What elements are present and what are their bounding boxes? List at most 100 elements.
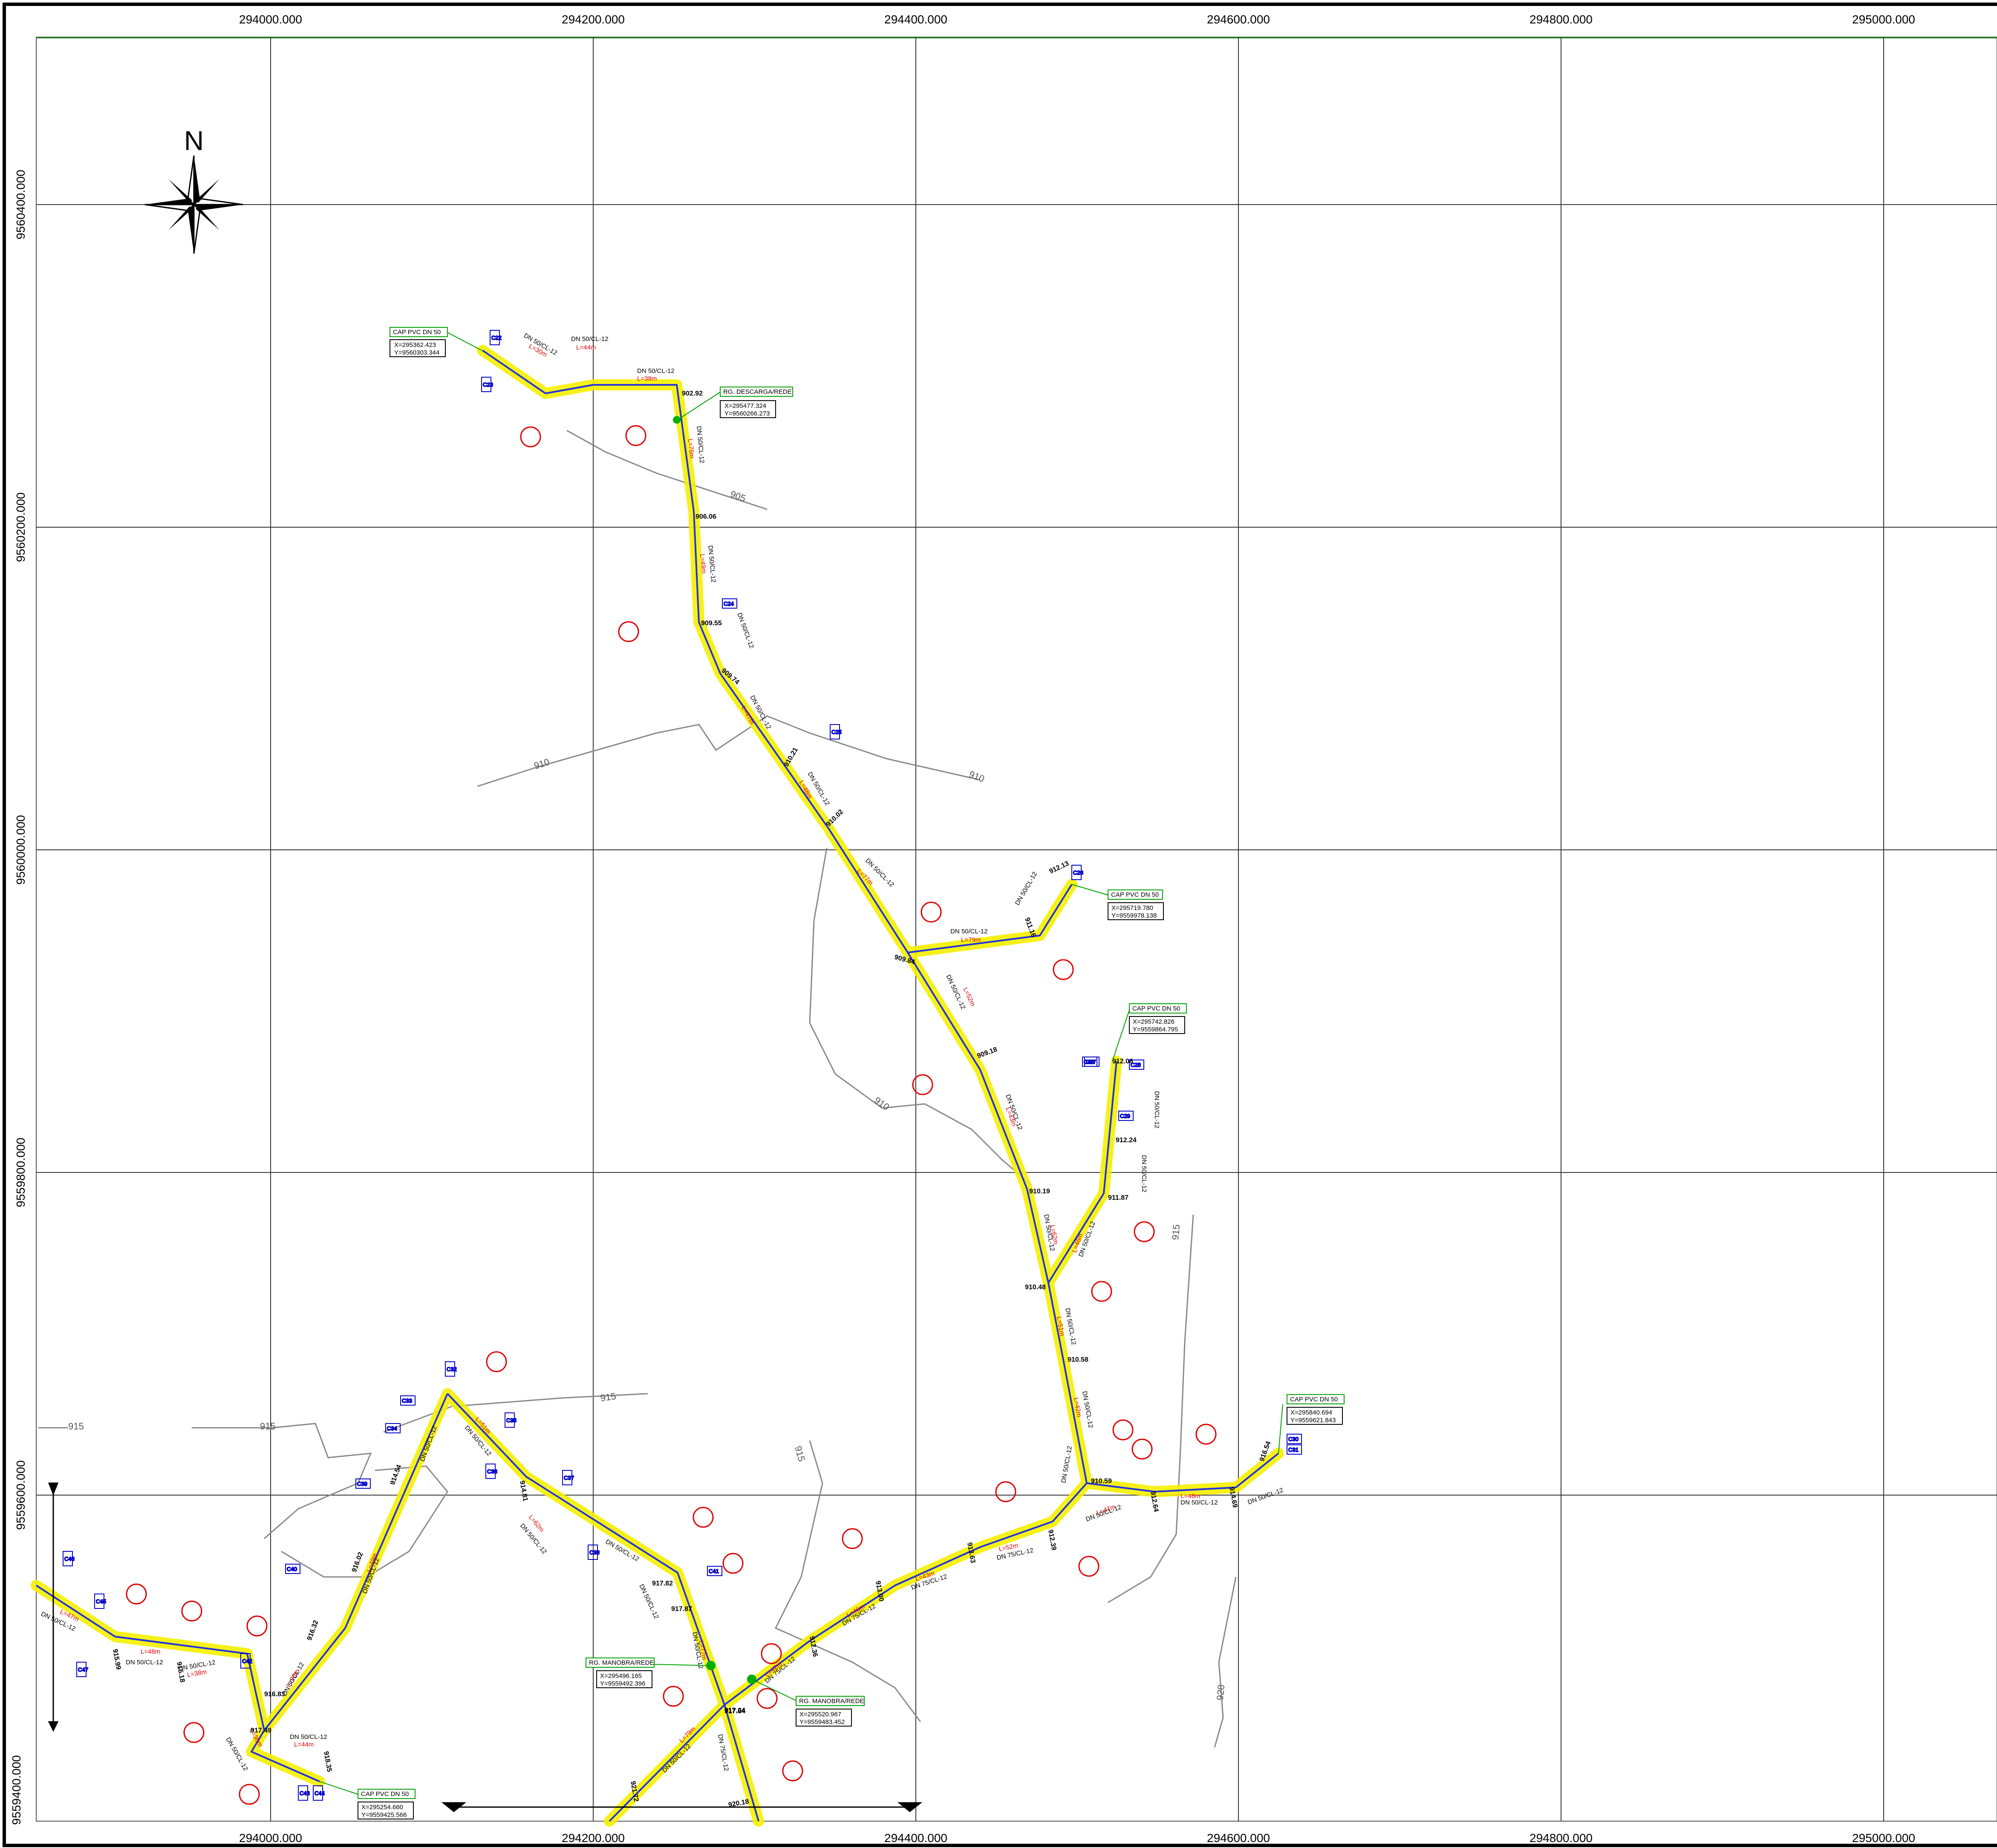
hydrant-icon — [722, 1553, 744, 1574]
section-line — [48, 1482, 923, 1812]
annotation-title: CAP PVC DN 50 — [1132, 1005, 1180, 1012]
annotation-title: RG. MANOBRA/REDE — [589, 1659, 654, 1666]
x-label: 294000.000 — [239, 1831, 302, 1845]
hydrant-icon — [842, 1528, 863, 1549]
y-label: 9560000.000 — [14, 815, 27, 885]
svg-text:C28: C28 — [1131, 1062, 1141, 1068]
contour-label: 920 — [1215, 1684, 1226, 1701]
node-elevation: 916.32 — [306, 1619, 320, 1641]
node-tag: C43 — [298, 1785, 310, 1801]
annotation-y: Y=9559492.396 — [600, 1680, 645, 1687]
svg-text:C39: C39 — [357, 1481, 367, 1487]
pipe-spec: DN 50/CL-12 — [1180, 1499, 1218, 1506]
y-label: 9559600.000 — [14, 1460, 27, 1530]
annotation-box: RG. DESCARGA/REDE X=295477.324 Y=9560266… — [677, 387, 793, 420]
contour-label: 910 — [872, 1095, 891, 1113]
pipe-spec: DN 50/CL-12 — [126, 1659, 163, 1666]
annotation-box: CAP PVC DN 50 X=295742.826 Y=9559864.795 — [1112, 1003, 1187, 1062]
svg-text:C45: C45 — [96, 1598, 106, 1605]
node-tag: C32 — [445, 1361, 457, 1377]
map-border — [36, 37, 1997, 1822]
node-elevation: 906.06 — [695, 513, 716, 520]
svg-text:C30: C30 — [1288, 1436, 1299, 1442]
annotation-y: Y=9560266.273 — [724, 410, 770, 417]
svg-text:C29: C29 — [1120, 1113, 1130, 1119]
pipe-network — [35, 349, 1279, 1822]
svg-text:C47: C47 — [78, 1666, 88, 1673]
svg-text:C24: C24 — [724, 601, 734, 607]
svg-text:C27: C27 — [1086, 1059, 1096, 1065]
node-tag: C46 — [63, 1551, 75, 1566]
node-tag: C24 — [722, 598, 737, 609]
pipe-spec: DN 50/CL-12 — [225, 1736, 249, 1772]
x-axis-labels-top: 294000.000 294200.000 294400.000 294600.… — [239, 13, 1915, 26]
node-elevation: 910.58 — [1068, 1356, 1088, 1363]
node-elevation: 912.06 — [1112, 1058, 1133, 1065]
annotation-title: RG. MANOBRA/REDE — [799, 1698, 864, 1705]
pipe-length: L=76m — [687, 439, 695, 459]
hydrant-icon — [1078, 1556, 1100, 1577]
svg-text:C22: C22 — [491, 335, 502, 341]
hydrant-icon — [1195, 1424, 1217, 1445]
x-label: 294800.000 — [1529, 1831, 1593, 1845]
hydrant-icon — [618, 621, 639, 642]
hydrant-icon — [181, 1600, 202, 1622]
hydrant-icon — [995, 1481, 1016, 1502]
hydrant-icon — [486, 1351, 507, 1372]
svg-text:C25: C25 — [831, 729, 842, 735]
node-elevation: 917.04 — [724, 1707, 745, 1714]
node-elevation: 917.84 — [724, 1708, 745, 1715]
svg-text:C46: C46 — [64, 1556, 75, 1562]
svg-text:C33: C33 — [402, 1398, 412, 1404]
pipe-length: L=48m — [1180, 1493, 1200, 1500]
annotation-x: X=295742.826 — [1133, 1018, 1175, 1025]
svg-text:C44: C44 — [315, 1790, 325, 1796]
annotation-y: Y=9559483.452 — [799, 1718, 845, 1726]
x-label: 294200.000 — [562, 13, 625, 26]
annotation-box: CAP PVC DN 50 X=295840.694 Y=9559621.843 — [1278, 1394, 1345, 1454]
valves — [673, 416, 756, 1684]
annotation-x: X=295520.967 — [799, 1711, 841, 1718]
x-label: 295000.000 — [1852, 13, 1915, 26]
svg-text:C37: C37 — [564, 1475, 574, 1481]
x-label: 294200.000 — [562, 1831, 625, 1845]
hydrant-icon — [756, 1688, 778, 1709]
node-elevation: 915.99 — [111, 1649, 122, 1670]
annotation-box: CAP PVC DN 50 X=295362.423 Y=9560303.344 — [390, 327, 482, 357]
node-elevation: 912.13 — [1048, 860, 1071, 875]
annotation-x: X=295362.423 — [394, 341, 436, 349]
pipe-spec: DN 50/CL-12 — [1153, 1091, 1160, 1129]
hydrant-icon — [921, 901, 942, 923]
pipe-spec: DN 50/CL-12 — [1081, 1391, 1094, 1429]
hydrant-icon — [1134, 1221, 1155, 1242]
node-tag: C34 — [385, 1423, 401, 1433]
node-tag: C23 — [481, 377, 493, 392]
svg-text:C42: C42 — [242, 1658, 252, 1664]
node-tag: C28 — [1129, 1060, 1144, 1070]
node-elevation: 918.35 — [322, 1751, 333, 1773]
node-tag: C30 — [1287, 1434, 1302, 1444]
annotation-box: CAP PVC DN 50 X=295254.660 Y=9559425.566 — [319, 1781, 416, 1819]
annotation-title: CAP PVC DN 50 — [361, 1790, 409, 1798]
node-tag: C37 — [562, 1470, 574, 1485]
annotation-box: CAP PVC DN 50 X=295719.780 Y=9559978.138 — [1071, 884, 1164, 920]
annotation-y: Y=9559864.795 — [1133, 1026, 1178, 1033]
hydrant-icon — [520, 426, 541, 448]
contour-label: 910 — [967, 768, 986, 784]
node-tag: C47 — [76, 1662, 89, 1677]
annotation-x: X=295840.694 — [1290, 1409, 1332, 1416]
hydrant-markers — [126, 425, 1217, 1805]
pipe-spec: DN 75/CL-12 — [716, 1734, 730, 1772]
node-tag: C44 — [313, 1785, 325, 1801]
x-label: 294400.000 — [884, 1831, 947, 1845]
north-arrow: N — [144, 125, 243, 254]
pipe-length: L=48m — [141, 1648, 160, 1655]
node-tag: C48 — [1082, 1057, 1097, 1067]
svg-text:C26: C26 — [1073, 869, 1083, 876]
pipe-spec: DN 50/CL-12 — [1140, 1155, 1148, 1193]
annotation-y: Y=9559978.138 — [1111, 912, 1157, 919]
hydrant-icon — [693, 1507, 714, 1528]
annotation-y: Y=9560303.344 — [394, 349, 439, 356]
hydrant-icon — [1053, 959, 1074, 980]
annotation-title: CAP PVC DN 50 — [393, 329, 441, 336]
